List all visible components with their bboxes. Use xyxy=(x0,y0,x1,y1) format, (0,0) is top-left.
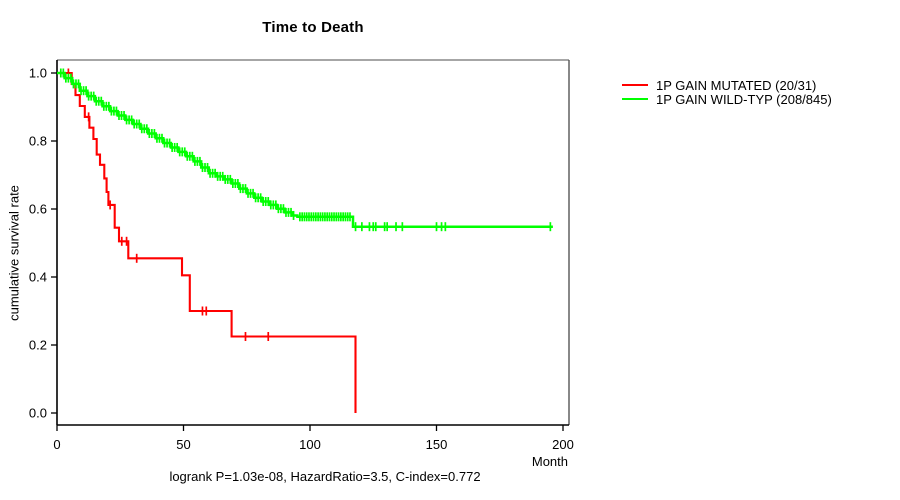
legend-item-mutated: 1P GAIN MUTATED (20/31) xyxy=(622,77,832,93)
legend: 1P GAIN MUTATED (20/31) 1P GAIN WILD-TYP… xyxy=(622,77,832,107)
chart-title: Time to Death xyxy=(262,19,364,36)
legend-label-mutated: 1P GAIN MUTATED (20/31) xyxy=(656,77,817,93)
x-axis-unit-label: Month xyxy=(531,454,568,469)
y-tick-label: 1.0 xyxy=(29,66,47,81)
x-tick-label: 50 xyxy=(176,437,190,452)
y-tick-label: 0.8 xyxy=(29,134,47,149)
y-tick-label: 0.2 xyxy=(29,338,47,353)
x-tick-label: 150 xyxy=(426,437,448,452)
x-tick-label: 200 xyxy=(552,437,574,452)
y-tick-label: 0.0 xyxy=(29,406,47,421)
km-curve-wildtype xyxy=(57,71,553,228)
km-curve-mutated xyxy=(57,71,357,413)
y-tick-label: 0.4 xyxy=(29,270,47,285)
statistics-annotation: logrank P=1.03e-08, HazardRatio=3.5, C-i… xyxy=(169,469,481,484)
legend-label-wildtype: 1P GAIN WILD-TYP (208/845) xyxy=(656,91,832,107)
y-tick-label: 0.6 xyxy=(29,202,47,217)
legend-line-red xyxy=(622,84,648,86)
legend-line-green xyxy=(622,98,648,100)
legend-item-wildtype: 1P GAIN WILD-TYP (208/845) xyxy=(622,91,832,107)
x-tick-label: 0 xyxy=(53,437,60,452)
x-tick-label: 100 xyxy=(299,437,321,452)
